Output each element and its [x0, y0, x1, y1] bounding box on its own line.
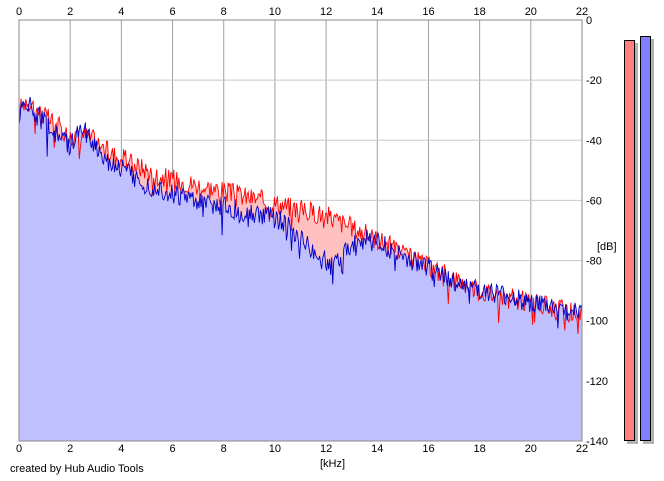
- x-tick-label-top: 2: [67, 6, 73, 18]
- x-tick-label-bottom: 4: [118, 443, 124, 455]
- x-tick-label-top: 6: [169, 6, 175, 18]
- x-tick-label-top: 20: [525, 6, 537, 18]
- x-tick-label-bottom: 22: [576, 443, 588, 455]
- y-tick-label: -80: [586, 256, 602, 268]
- level-meter-right: [640, 36, 651, 441]
- x-tick-label-bottom: 10: [269, 443, 281, 455]
- level-meter-right-fill: [641, 37, 650, 440]
- y-tick-label: 0: [586, 15, 592, 27]
- x-tick-label-bottom: 20: [525, 443, 537, 455]
- x-tick-label-top: 4: [118, 6, 124, 18]
- x-tick-label-bottom: 16: [422, 443, 434, 455]
- x-axis-unit-label: [kHz]: [320, 458, 346, 470]
- level-meter-left: [624, 40, 635, 441]
- x-tick-label-bottom: 18: [474, 443, 486, 455]
- x-tick-label-bottom: 6: [169, 443, 175, 455]
- plot-frame: [18, 19, 583, 442]
- y-tick-labels: 0 -20 -40 -60 -80 -100 -120 -140: [586, 15, 608, 448]
- x-tick-label-top: 0: [16, 6, 22, 18]
- x-tick-label-top: 16: [422, 6, 434, 18]
- x-tick-label-bottom: 0: [16, 443, 22, 455]
- x-tick-label-top: 8: [221, 6, 227, 18]
- y-tick-label: -60: [586, 195, 602, 207]
- x-tick-label-bottom: 14: [371, 443, 383, 455]
- y-tick-label: -100: [586, 316, 608, 328]
- level-meter-left-fill: [625, 41, 634, 440]
- y-tick-label: -120: [586, 376, 608, 388]
- x-tick-labels-top: 0 2 4 6 8 10 12 14 16 18 20 22: [16, 6, 588, 18]
- series-line-2: [18, 96, 583, 329]
- series-area-fill-2: [19, 96, 582, 442]
- x-tick-labels-bottom: 0 2 4 6 8 10 12 14 16 18 20 22: [16, 443, 588, 455]
- y-tick-label: -40: [586, 135, 602, 147]
- x-tick-label-bottom: 2: [67, 443, 73, 455]
- y-axis-unit-label: [dB]: [597, 241, 617, 253]
- footer-credit: created by Hub Audio Tools: [10, 463, 144, 475]
- x-tick-label-top: 18: [474, 6, 486, 18]
- x-tick-label-bottom: 8: [221, 443, 227, 455]
- chart-series-lines: [18, 96, 583, 335]
- y-tick-label: -20: [586, 75, 602, 87]
- x-tick-label-top: 10: [269, 6, 281, 18]
- x-tick-label-top: 22: [576, 6, 588, 18]
- x-tick-label-top: 14: [371, 6, 383, 18]
- x-tick-label-bottom: 12: [320, 443, 332, 455]
- series-line-1: [18, 98, 583, 335]
- y-tick-label: -140: [586, 436, 608, 448]
- x-tick-label-top: 12: [320, 6, 332, 18]
